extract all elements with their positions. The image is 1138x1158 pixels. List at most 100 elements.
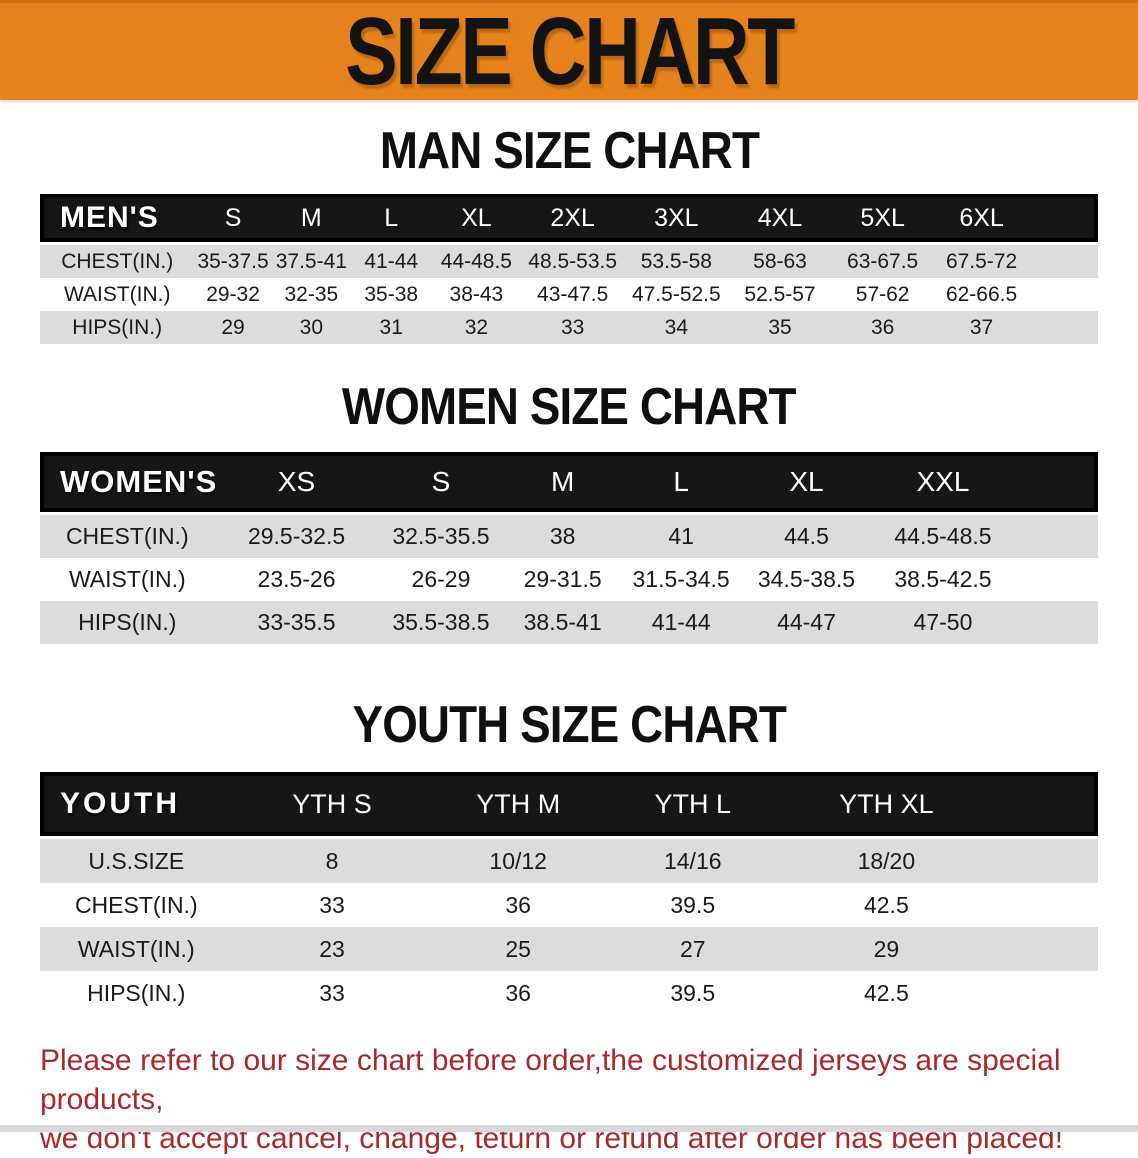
- size-value: 33: [232, 883, 432, 927]
- size-value: 36: [431, 883, 605, 927]
- filler-cell: [1029, 278, 1098, 311]
- size-value: 29: [780, 927, 993, 971]
- size-value: 18/20: [780, 836, 993, 883]
- size-value: 41: [621, 512, 741, 558]
- men-header-row: MEN'S S M L XL 2XL 3XL 4XL 5XL 6XL: [40, 194, 1098, 242]
- row-label: WAIST(IN.): [40, 278, 195, 311]
- youth-header-filler: [992, 772, 1098, 836]
- size-value: 23.5-26: [214, 558, 379, 601]
- size-value: 34: [623, 311, 729, 344]
- size-value: 33: [521, 311, 624, 344]
- men-size-column: 4XL: [728, 194, 832, 242]
- men-hips-row: HIPS(IN.) 29 30 31 32 33 34 35 36 37: [40, 311, 1098, 344]
- size-value: 44.5-48.5: [872, 512, 1014, 558]
- men-size-column: XL: [431, 194, 522, 242]
- row-label: WAIST(IN.): [40, 927, 233, 971]
- men-size-column: 5XL: [831, 194, 934, 242]
- size-value: 58-63: [728, 242, 832, 278]
- row-label: CHEST(IN.): [40, 512, 215, 558]
- size-value: 42.5: [780, 971, 993, 1015]
- youth-waist-row: WAIST(IN.) 23 25 27 29: [40, 927, 1098, 971]
- size-value: 48.5-53.5: [521, 242, 624, 278]
- size-value: 37.5-41: [271, 242, 352, 278]
- size-value: 29.5-32.5: [214, 512, 379, 558]
- size-value: 42.5: [780, 883, 993, 927]
- filler-cell: [1013, 558, 1098, 601]
- size-value: 38-43: [431, 278, 522, 311]
- youth-size-table: YOUTH YTH S YTH M YTH L YTH XL U.S.SIZE …: [40, 772, 1098, 1015]
- women-size-table: WOMEN'S XS S M L XL XXL CHEST(IN.) 29.5-…: [40, 452, 1098, 644]
- row-label: CHEST(IN.): [40, 242, 195, 278]
- size-value: 29: [194, 311, 272, 344]
- size-value: 43-47.5: [521, 278, 624, 311]
- man-section-heading: MAN SIZE CHART: [0, 124, 1138, 178]
- men-size-column: M: [271, 194, 352, 242]
- women-size-column: XS: [214, 452, 379, 512]
- women-table-label: WOMEN'S: [40, 452, 215, 512]
- size-value: 8: [232, 836, 432, 883]
- filler-cell: [992, 927, 1098, 971]
- size-value: 27: [604, 927, 781, 971]
- size-value: 36: [431, 971, 605, 1015]
- men-waist-row: WAIST(IN.) 29-32 32-35 35-38 38-43 43-47…: [40, 278, 1098, 311]
- size-value: 39.5: [604, 883, 781, 927]
- men-size-column: L: [351, 194, 432, 242]
- women-waist-row: WAIST(IN.) 23.5-26 26-29 29-31.5 31.5-34…: [40, 558, 1098, 601]
- size-value: 63-67.5: [831, 242, 934, 278]
- size-value: 32: [431, 311, 522, 344]
- filler-cell: [992, 836, 1098, 883]
- size-value: 32-35: [271, 278, 352, 311]
- size-value: 52.5-57: [728, 278, 832, 311]
- youth-size-column: YTH M: [431, 772, 605, 836]
- women-heading-text: WOMEN SIZE CHART: [342, 378, 797, 436]
- size-value: 67.5-72: [933, 242, 1030, 278]
- filler-cell: [992, 971, 1098, 1015]
- men-size-table: MEN'S S M L XL 2XL 3XL 4XL 5XL 6XL CHEST…: [40, 194, 1098, 344]
- women-section-heading: WOMEN SIZE CHART: [0, 380, 1138, 434]
- size-value: 32.5-35.5: [378, 512, 504, 558]
- order-disclaimer: Please refer to our size chart before or…: [40, 1041, 1098, 1158]
- filler-cell: [1029, 311, 1098, 344]
- filler-cell: [1013, 512, 1098, 558]
- size-value: 41-44: [351, 242, 432, 278]
- size-value: 30: [271, 311, 352, 344]
- filler-cell: [1013, 601, 1098, 644]
- size-value: 38: [503, 512, 622, 558]
- youth-size-column: YTH L: [604, 772, 781, 836]
- size-value: 31: [351, 311, 432, 344]
- youth-header-row: YOUTH YTH S YTH M YTH L YTH XL: [40, 772, 1098, 836]
- women-size-column: L: [621, 452, 741, 512]
- men-size-column: S: [194, 194, 272, 242]
- size-value: 36: [831, 311, 934, 344]
- filler-cell: [992, 883, 1098, 927]
- youth-chest-row: CHEST(IN.) 33 36 39.5 42.5: [40, 883, 1098, 927]
- men-chest-row: CHEST(IN.) 35-37.5 37.5-41 41-44 44-48.5…: [40, 242, 1098, 278]
- banner-title: SIZE CHART: [345, 0, 795, 105]
- size-value: 62-66.5: [933, 278, 1030, 311]
- bottom-border-strip: [0, 1125, 1138, 1132]
- row-label: HIPS(IN.): [40, 601, 215, 644]
- size-value: 26-29: [378, 558, 504, 601]
- size-value: 53.5-58: [623, 242, 729, 278]
- youth-size-column: YTH XL: [780, 772, 993, 836]
- size-value: 38.5-42.5: [872, 558, 1014, 601]
- women-size-column: XL: [740, 452, 873, 512]
- size-value: 38.5-41: [503, 601, 622, 644]
- size-value: 47.5-52.5: [623, 278, 729, 311]
- size-value: 44.5: [740, 512, 873, 558]
- row-label: HIPS(IN.): [40, 311, 195, 344]
- row-label: CHEST(IN.): [40, 883, 233, 927]
- men-size-column: 2XL: [521, 194, 624, 242]
- men-size-column: 6XL: [933, 194, 1030, 242]
- size-value: 25: [431, 927, 605, 971]
- youth-heading-text: YOUTH SIZE CHART: [352, 696, 786, 754]
- women-chest-row: CHEST(IN.) 29.5-32.5 32.5-35.5 38 41 44.…: [40, 512, 1098, 558]
- size-value: 39.5: [604, 971, 781, 1015]
- row-label: U.S.SIZE: [40, 836, 233, 883]
- size-value: 23: [232, 927, 432, 971]
- youth-size-column: YTH S: [232, 772, 432, 836]
- size-value: 34.5-38.5: [740, 558, 873, 601]
- size-value: 44-47: [740, 601, 873, 644]
- row-label: WAIST(IN.): [40, 558, 215, 601]
- size-value: 35-37.5: [194, 242, 272, 278]
